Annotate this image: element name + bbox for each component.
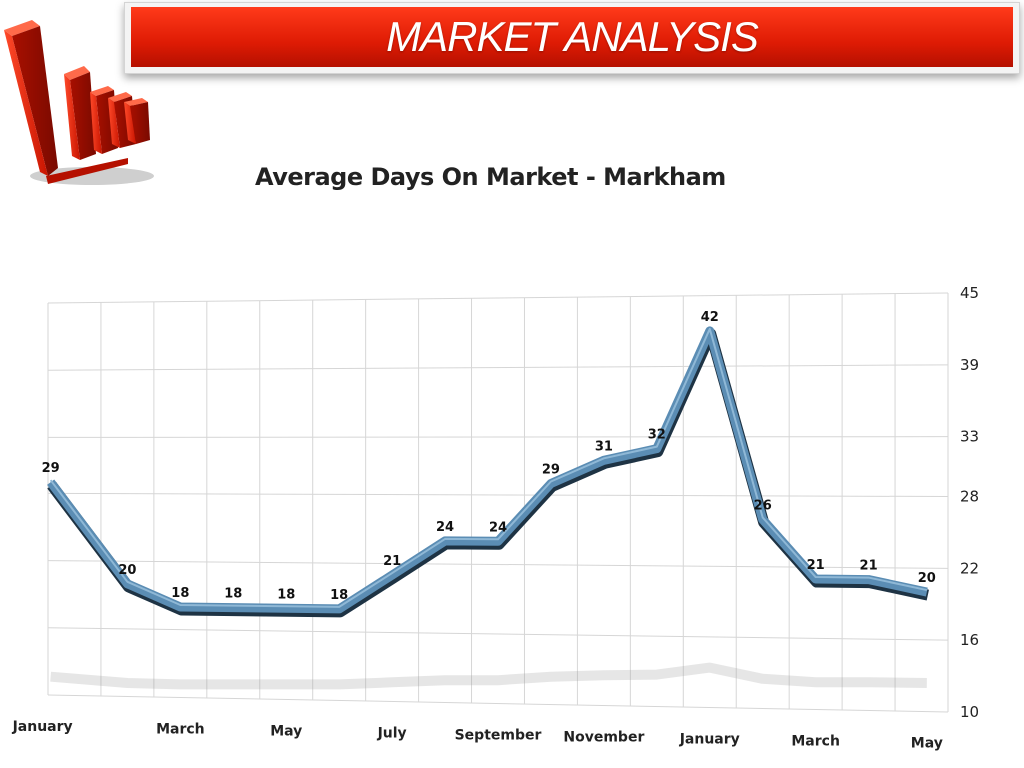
series-line <box>47 326 928 614</box>
x-tick-label: January <box>12 719 73 735</box>
grid-line-horizontal <box>47 694 949 713</box>
grid-line-horizontal <box>47 627 949 641</box>
chart-y-axis: 10 16 22 28 33 39 45 <box>960 284 979 721</box>
grid-line-horizontal <box>47 492 949 498</box>
data-label: 24 <box>489 520 507 535</box>
y-tick-label: 22 <box>960 559 979 577</box>
y-tick-label: 16 <box>960 631 979 649</box>
chart-title: Average Days On Market - Markham <box>255 163 726 191</box>
x-tick-label: January <box>679 732 740 748</box>
line-shadow <box>50 662 927 690</box>
y-tick-label: 45 <box>960 284 979 302</box>
x-tick-label: September <box>455 728 542 744</box>
page-title: MARKET ANALYSIS <box>386 13 759 60</box>
data-label: 29 <box>42 461 60 476</box>
chart-grid <box>47 292 949 713</box>
chart-series-line <box>47 326 929 618</box>
data-label: 26 <box>754 498 772 513</box>
x-tick-label: May <box>270 724 302 740</box>
series-line-highlight <box>49 327 928 608</box>
header-banner: MARKET ANALYSIS <box>124 2 1020 74</box>
x-tick-label: March <box>791 734 840 750</box>
data-label: 18 <box>171 586 189 601</box>
y-tick-label: 33 <box>960 428 979 446</box>
data-label: 29 <box>542 463 560 478</box>
data-label: 21 <box>383 554 401 569</box>
series-line-edge <box>47 328 929 618</box>
chart-line-shadow <box>50 662 927 690</box>
grid-line-horizontal <box>47 364 949 371</box>
data-label: 21 <box>807 558 825 573</box>
x-tick-label: July <box>377 726 407 742</box>
grid-line-horizontal <box>47 436 949 438</box>
y-tick-label: 39 <box>960 356 979 374</box>
chart-data-labels: 29 20 18 18 18 18 21 24 24 29 31 32 42 26 21 21 20 <box>42 310 936 603</box>
data-label: 18 <box>277 587 295 602</box>
x-tick-label: May <box>911 736 943 752</box>
data-label: 31 <box>595 439 613 454</box>
bar-chart-logo-icon <box>4 20 154 185</box>
y-tick-label: 10 <box>960 703 979 721</box>
data-label: 32 <box>648 428 666 443</box>
chart-x-axis: January March May July September November Janu… <box>12 719 943 752</box>
data-label: 42 <box>701 310 719 325</box>
grid-line-horizontal <box>47 292 949 304</box>
header-banner-bar: MARKET ANALYSIS <box>131 7 1013 67</box>
data-label: 24 <box>436 520 454 535</box>
data-label: 20 <box>118 563 136 578</box>
data-label: 21 <box>860 559 878 574</box>
data-label: 20 <box>918 571 936 586</box>
x-tick-label: March <box>156 722 205 738</box>
data-label: 18 <box>330 588 348 603</box>
y-tick-label: 28 <box>960 488 979 506</box>
x-tick-label: November <box>563 730 644 746</box>
data-label: 18 <box>224 587 242 602</box>
